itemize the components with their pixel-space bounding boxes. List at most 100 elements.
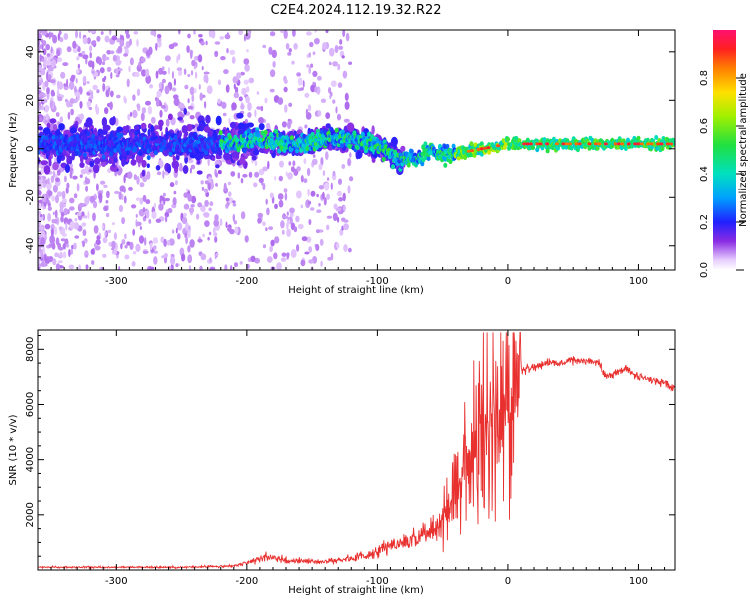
- spectrogram-speckle: [308, 66, 312, 74]
- spectrogram-speckle: [116, 94, 121, 99]
- spectrogram-speckle: [243, 79, 249, 85]
- spectrogram-peak-cell: [522, 142, 527, 146]
- spectrogram-blob: [215, 164, 220, 169]
- spectrogram-speckle: [230, 171, 236, 177]
- spectrogram-speckle: [304, 124, 308, 129]
- spectrogram-speckle: [111, 35, 118, 41]
- spectrogram-peak-cell: [567, 142, 572, 146]
- snr-xtick-label: 100: [629, 576, 648, 587]
- spectrogram-speckle: [38, 101, 42, 106]
- spectrogram-speckle: [145, 49, 151, 57]
- figure-title: C2E4.2024.112.19.32.R22: [270, 3, 441, 18]
- spectrogram-blob: [177, 116, 183, 121]
- spectrogram-speckle: [58, 226, 63, 231]
- spectrogram-speckle: [43, 115, 46, 122]
- spectrogram-speckle: [281, 252, 287, 257]
- spectrogram-speckle: [63, 203, 67, 208]
- spectrogram-ridge-cell: [51, 148, 56, 154]
- spectrogram-speckle: [76, 212, 82, 216]
- spectrogram-speckle: [204, 180, 209, 185]
- spectrogram-speckle: [172, 197, 177, 206]
- spectrogram-ridge-cell: [134, 130, 139, 136]
- spectrogram-blob: [356, 150, 363, 159]
- spectrogram-xlabel: Height of straight line (km): [288, 285, 424, 296]
- spectrogram-peak-cell: [656, 142, 660, 146]
- spectrogram-peak-cell: [561, 142, 566, 146]
- spectrogram-speckle: [197, 54, 203, 63]
- spectrogram-peak-cell: [633, 142, 638, 146]
- spectrogram-speckle: [268, 226, 274, 231]
- spectrogram-speckle: [176, 222, 183, 231]
- spectrogram-speckle: [54, 226, 58, 236]
- spectrogram-ridge-cell: [153, 145, 157, 151]
- spectrogram-speckle: [342, 192, 346, 202]
- spectrogram-speckle: [128, 65, 131, 73]
- spectrogram-speckle: [209, 257, 212, 263]
- spectrogram-speckle: [155, 70, 159, 79]
- spectrogram-speckle: [262, 221, 266, 227]
- spectrogram-speckle: [339, 228, 344, 236]
- spectrogram-ridge-cell: [626, 137, 630, 143]
- spectrogram-speckle: [332, 212, 338, 222]
- spectrogram-ridge-cell: [249, 132, 253, 138]
- spectrogram-speckle: [56, 191, 63, 197]
- spectrogram-ridge-cell: [406, 162, 411, 168]
- spectrogram-ridge-cell: [383, 144, 388, 150]
- spectrogram-speckle: [60, 238, 66, 242]
- spectrogram-speckle: [234, 226, 239, 235]
- spectrogram-ridge-cell: [101, 154, 106, 160]
- spectrogram-speckle: [50, 228, 54, 237]
- spectrogram-speckle: [285, 171, 288, 177]
- spectrogram-blob: [231, 151, 239, 159]
- spectrogram-speckle: [215, 183, 218, 187]
- spectrogram-speckle: [272, 61, 276, 68]
- spectrogram-speckle: [284, 104, 288, 113]
- spectrogram-speckle: [193, 30, 196, 35]
- spectrogram-speckle: [65, 244, 70, 248]
- spectrogram-speckle: [98, 267, 102, 270]
- spectrogram-blob: [229, 121, 237, 129]
- spectrogram-blob: [38, 126, 43, 131]
- spectrogram-speckle: [178, 70, 183, 76]
- spectrogram-speckle: [153, 250, 159, 254]
- spectrogram-speckle: [245, 96, 250, 104]
- spectrogram-speckle: [307, 104, 312, 112]
- spectrogram-speckle: [133, 174, 138, 181]
- spectrogram-ridge-cell: [167, 131, 172, 137]
- spectrogram-speckle: [232, 200, 236, 204]
- spectrogram-blob: [237, 129, 245, 135]
- spectrogram-speckle: [63, 83, 67, 87]
- spectrogram-blob: [171, 160, 179, 169]
- spectrogram-speckle: [155, 42, 158, 52]
- spectrogram-ylabel: Frequency (Hz): [8, 112, 19, 188]
- spectrogram-speckle: [286, 211, 289, 216]
- spectrogram-speckle: [118, 204, 124, 213]
- spectrogram-speckle: [86, 37, 91, 45]
- spectrogram-speckle: [187, 105, 194, 110]
- spectrogram-speckle: [306, 64, 310, 68]
- spectrogram-speckle: [187, 73, 191, 78]
- spectrogram-speckle: [139, 226, 142, 230]
- spectrogram-ridge-cell: [138, 151, 143, 157]
- spectrogram-speckle: [51, 219, 56, 224]
- spectrogram-speckle: [188, 265, 192, 270]
- snr-ytick-label: 2000: [25, 502, 36, 527]
- spectrogram-speckle: [46, 181, 52, 191]
- spectrogram-speckle: [265, 198, 268, 205]
- spectrogram-peak-cell: [669, 142, 674, 146]
- spectrogram-speckle: [343, 118, 350, 123]
- spectrogram-speckle: [265, 122, 271, 129]
- spectrogram-ridge-cell: [443, 156, 448, 162]
- spectrogram-speckle: [341, 164, 346, 169]
- spectrogram-speckle: [239, 261, 243, 265]
- spectrogram-speckle: [209, 201, 214, 207]
- spectrogram-blob: [217, 170, 222, 175]
- spectrogram-speckle: [204, 101, 207, 109]
- spectrogram-speckle: [191, 94, 195, 103]
- spectrogram-speckle: [135, 243, 141, 252]
- spectrogram-speckle: [164, 197, 170, 202]
- spectrogram-speckle: [148, 219, 152, 224]
- spectrogram-blob: [147, 128, 151, 137]
- spectrogram-speckle: [40, 68, 46, 76]
